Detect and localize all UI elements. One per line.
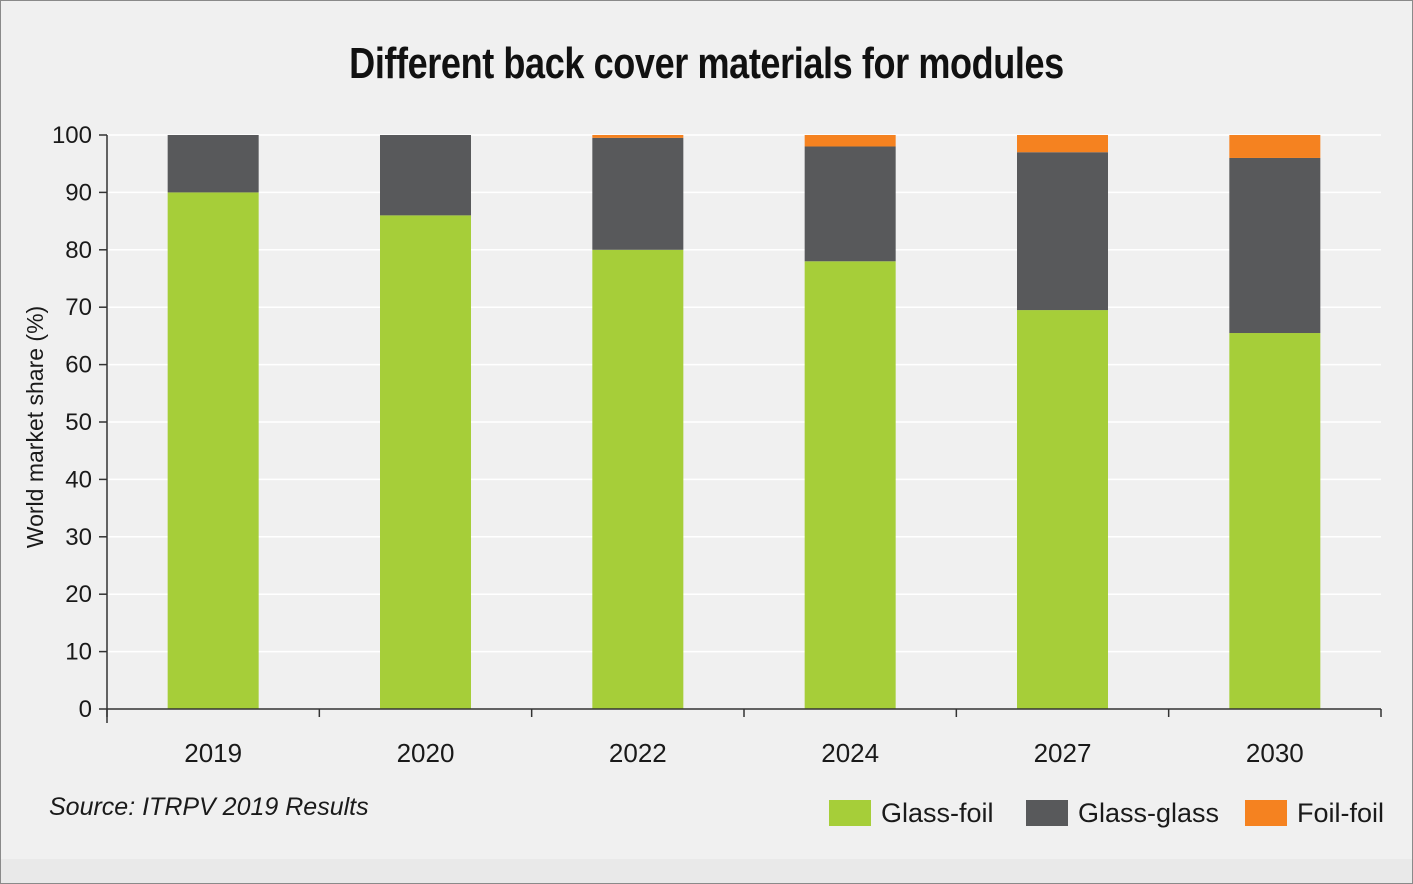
legend-swatch-glass-glass <box>1026 800 1068 826</box>
bar-segment-glass-glass <box>592 137 684 250</box>
bar-segment-foil-foil <box>592 135 684 138</box>
y-tick-label: 10 <box>65 639 92 666</box>
bar-segment-glass-foil <box>804 261 896 709</box>
y-tick-label: 40 <box>65 466 92 493</box>
x-tick-label: 2027 <box>1034 738 1092 768</box>
y-tick-label: 20 <box>65 581 92 608</box>
legend-label-foil-foil: Foil-foil <box>1297 797 1385 828</box>
y-tick-label: 90 <box>65 179 92 206</box>
x-tick-label: 2019 <box>184 738 242 768</box>
footer-bar <box>1 859 1412 883</box>
x-tick-label: 2030 <box>1246 738 1304 768</box>
grid-lines <box>107 134 1381 653</box>
y-tick-label: 70 <box>65 294 92 321</box>
y-tick-label: 50 <box>65 409 92 436</box>
bar-segment-glass-foil <box>1017 310 1108 709</box>
y-tick-label: 80 <box>65 237 92 264</box>
legend-swatch-glass-foil <box>829 800 871 826</box>
y-tick-label: 100 <box>52 122 92 149</box>
bar-segment-foil-foil <box>1229 135 1321 158</box>
bar-segment-glass-glass <box>804 146 896 262</box>
bar-segment-glass-glass <box>167 135 259 193</box>
legend-item-glass-glass: Glass-glass <box>1026 797 1219 829</box>
x-tick-label: 2020 <box>397 738 455 768</box>
y-tick-label: 0 <box>79 696 92 723</box>
x-tick-label: 2022 <box>609 738 667 768</box>
legend-swatch-foil-foil <box>1245 800 1287 826</box>
legend-item-foil-foil: Foil-foil <box>1245 797 1384 829</box>
bar-segment-foil-foil <box>1017 135 1108 153</box>
bar-stacks <box>167 135 1321 710</box>
bar-segment-glass-foil <box>167 192 259 709</box>
bar-segment-glass-foil <box>592 249 684 710</box>
x-tick-labels: 2019 2020 2022 2024 2027 2030 <box>184 738 1304 768</box>
legend-label-glass-foil: Glass-foil <box>881 797 994 828</box>
legend-label-glass-glass: Glass-glass <box>1078 797 1220 828</box>
y-tick-labels: 0 10 20 30 40 50 60 70 80 90 100 <box>52 122 92 723</box>
y-tick-label: 60 <box>65 352 92 379</box>
bar-segment-glass-glass <box>1229 157 1321 334</box>
chart-title: Different back cover materials for modul… <box>349 39 1064 88</box>
bar-segment-glass-foil <box>1229 333 1321 709</box>
y-tick-label: 30 <box>65 524 92 551</box>
bar-segment-foil-foil <box>804 135 896 147</box>
bar-segment-glass-glass <box>1017 152 1108 311</box>
x-tick-label: 2024 <box>821 738 879 768</box>
axes <box>99 134 1382 723</box>
bar-segment-glass-foil <box>380 215 471 710</box>
source-note: Source: ITRPV 2019 Results <box>49 793 369 821</box>
y-axis-label: World market share (%) <box>22 306 48 548</box>
bar-segment-glass-glass <box>380 135 471 216</box>
legend-item-glass-foil: Glass-foil <box>829 797 994 829</box>
